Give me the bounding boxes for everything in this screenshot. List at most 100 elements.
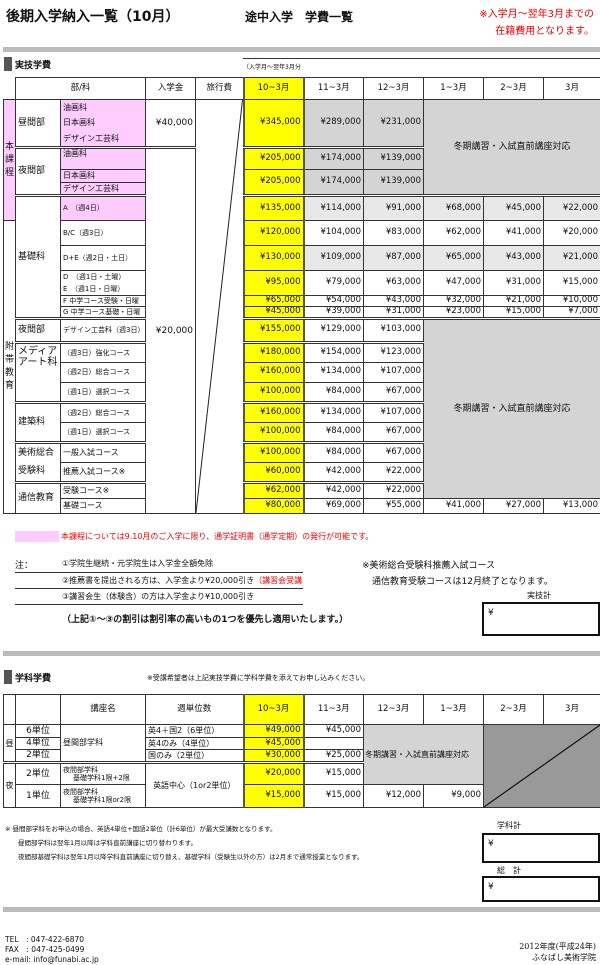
fee: ¥68,000 xyxy=(423,194,484,221)
fee: ¥43,000 xyxy=(363,295,424,307)
fee: ¥63,000 xyxy=(363,270,424,296)
not-applicable-cell xyxy=(483,724,600,808)
header-10-3: 10~3月 xyxy=(242,77,305,100)
fee: ¥12,000 xyxy=(363,784,424,808)
fee: ¥15,000 xyxy=(242,784,305,808)
course: 受験コース※ xyxy=(60,480,146,499)
section-jitsugi: 実技学費 xyxy=(4,57,51,71)
section-title: 実技学費 xyxy=(15,60,52,71)
divider xyxy=(15,604,303,605)
fee: ¥45,000 xyxy=(242,306,305,319)
side-note: ※美術総合受験科推薦入試コース xyxy=(362,561,496,571)
fee: ¥49,000 xyxy=(242,724,305,738)
fee: ¥83,000 xyxy=(363,220,424,246)
dept-label: 昼間部 xyxy=(15,99,61,148)
course: （週3日）強化コース xyxy=(60,340,146,363)
jitsugi-total-field[interactable]: ¥ xyxy=(482,602,600,636)
units: 4単位 xyxy=(15,737,61,750)
fee xyxy=(303,737,364,750)
course-line: D （週1日・土曜） xyxy=(63,273,126,282)
hiru-label: 昼 xyxy=(3,724,16,763)
note-item: ②推薦書を提出される方は、入学金より¥20,000引き（講習会受講時提出も有効） xyxy=(62,575,302,586)
tel: TEL : 047-422-6870 xyxy=(5,935,85,944)
period-note: （入学月～翌年3月分 xyxy=(243,58,600,71)
page-title: 後期入学納入一覧（10月） xyxy=(6,9,180,25)
fee: ¥22,000 xyxy=(543,194,600,221)
jitsugi-total-label: 実技計 xyxy=(527,591,551,600)
fee: ¥100,000 xyxy=(242,421,305,443)
gakka-note-line: ※ 昼間部学科をお申込の場合、英語4単位+国語2単位（計6単位）が最大受講数とな… xyxy=(5,825,277,833)
grand-total-label: 総 計 xyxy=(497,866,521,875)
header-11-3: 11~3月 xyxy=(303,77,364,100)
gakka-notes: ※ 昼間部学科をお申込の場合、英語4単位+国語2単位（計6単位）が最大受講数とな… xyxy=(5,822,363,864)
course: （週2日）総合コース xyxy=(60,400,146,423)
dept-label: 夜間部 xyxy=(15,316,61,343)
units: 1単位 xyxy=(15,784,61,808)
fee: ¥15,000 xyxy=(483,306,544,319)
fee: ¥39,000 xyxy=(303,306,364,319)
subject: 日本画科 xyxy=(60,169,146,183)
travel-fee-cell xyxy=(195,99,244,514)
fee: ¥84,000 xyxy=(303,440,364,463)
gakka-total-field[interactable]: ¥ xyxy=(482,833,600,863)
notes-label: 注： xyxy=(15,561,34,571)
fee: ¥22,000 xyxy=(363,461,424,483)
fee: ¥205,000 xyxy=(242,169,305,196)
divider xyxy=(15,572,303,573)
fee: ¥109,000 xyxy=(303,245,364,271)
course: 一般入試コース xyxy=(60,440,146,463)
course: 基礎コース xyxy=(60,497,146,514)
units: 6単位 xyxy=(15,724,61,738)
fee: ¥32,000 xyxy=(423,295,484,307)
fee: ¥155,000 xyxy=(242,316,305,343)
entry-fee: ¥40,000 xyxy=(145,99,196,148)
yoru-label: 夜 xyxy=(3,761,16,808)
side-note: 通信教育受験コースは12月終了となります。 xyxy=(372,577,553,587)
email-link[interactable]: e-mail: info@funabi.ac.jp xyxy=(5,955,99,964)
grand-total-field[interactable]: ¥ xyxy=(482,876,600,902)
course: （週1日）選択コース xyxy=(60,421,146,443)
fee: ¥23,000 xyxy=(423,306,484,319)
gakka-note: ※受講希望者は上記実技学費に学科学費を添えてお申し込みください。 xyxy=(147,674,370,682)
gakka-total-label: 学科計 xyxy=(497,821,521,830)
fee: ¥231,000 xyxy=(363,99,424,148)
header-11-3: 11~3月 xyxy=(303,694,364,725)
fee: ¥135,000 xyxy=(242,194,305,221)
fee: ¥30,000 xyxy=(242,749,305,763)
fee: ¥345,000 xyxy=(242,99,305,148)
gakka-table: 講座名 週単位数 10~3月 11~3月 12~3月 1~3月 2~3月 3月 昼 6単位 昼間部… xyxy=(3,694,600,808)
school-year: 2012年度(平成24年) xyxy=(519,942,596,951)
note-line: ※入学月～翌年3月までの xyxy=(479,9,594,20)
header-travel: 旅行費 xyxy=(195,77,244,100)
contact-info: TEL : 047-422-6870 FAX : 047-425-0499 e-… xyxy=(5,935,99,965)
fee: ¥22,000 xyxy=(363,480,424,499)
course: （週1日）選択コース xyxy=(60,381,146,403)
fee: ¥130,000 xyxy=(242,245,305,271)
weekly: 英語中心（1or2単位） xyxy=(145,761,244,808)
dept-label: 夜間部 xyxy=(15,146,61,196)
fee: ¥41,000 xyxy=(423,497,484,514)
fee: ¥160,000 xyxy=(242,400,305,423)
dept-label: メディアアート科 xyxy=(15,340,61,403)
fee: ¥21,000 xyxy=(483,295,544,307)
fee: ¥160,000 xyxy=(242,361,305,383)
gakka-note-line: 夜間部基礎学科は翌年1月以降学科直前講座に切り替え、基礎学科（受験生以外の方）は… xyxy=(18,853,364,861)
dept-label: 基礎科 xyxy=(15,194,61,319)
course: 昼間部学科 xyxy=(60,724,146,763)
fee: ¥123,000 xyxy=(363,340,424,363)
school-name: ふなばし美術学院 xyxy=(532,953,596,962)
priority-note: （上記①～③の割引は割引率の高いもの1つを優先し適用いたします。） xyxy=(62,615,349,625)
course: （週2日）総合コース xyxy=(60,361,146,383)
fee: ¥174,000 xyxy=(303,146,364,170)
fee: ¥91,000 xyxy=(363,194,424,221)
dept-label: 美術総合受験科 xyxy=(15,440,61,483)
subject: 日本画科 xyxy=(60,114,146,131)
gakka-note-line: 昼間部学科は翌年1月以降は学科直前講座に切り替わります。 xyxy=(18,839,197,847)
fee: ¥60,000 xyxy=(242,461,305,483)
fee: ¥120,000 xyxy=(242,220,305,246)
fee: ¥114,000 xyxy=(303,194,364,221)
fee: ¥62,000 xyxy=(423,220,484,246)
header-3: 3月 xyxy=(543,77,600,100)
fee: ¥134,000 xyxy=(303,400,364,423)
course: 推薦入試コース※ xyxy=(60,461,146,483)
